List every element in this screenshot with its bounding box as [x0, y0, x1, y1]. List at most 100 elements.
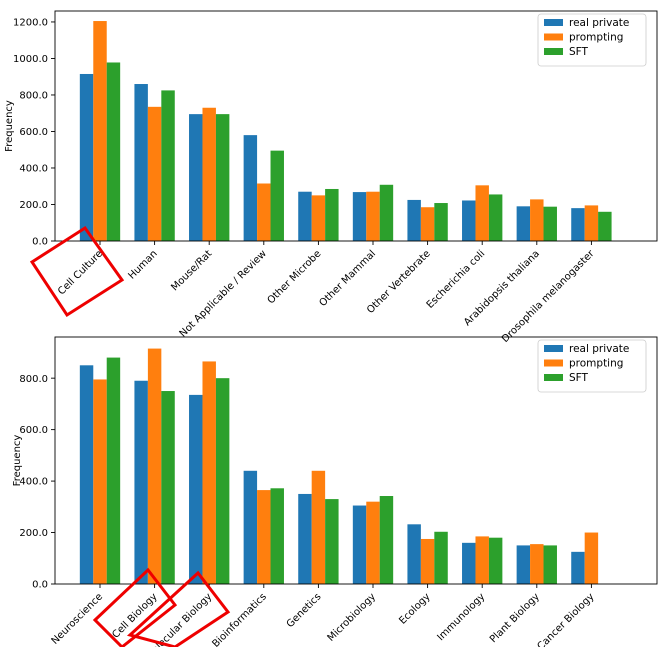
x-tick-label-immunology: Immunology — [435, 591, 487, 643]
highlight-box-cell-culture — [29, 225, 125, 318]
bar-real-private-not-applicable-review — [243, 135, 258, 241]
legend-swatch-real-private — [544, 19, 563, 26]
bar-sft-molecular-biology — [215, 378, 230, 584]
series-real-private — [79, 365, 585, 584]
bar-sft-not-applicable-review — [270, 150, 284, 241]
bar-real-private-other-mammal — [352, 192, 367, 241]
bar-real-private-cell-biology — [134, 380, 148, 584]
bar-real-private-human — [134, 84, 148, 242]
x-tick-label-mouse-rat: Mouse/Rat — [169, 248, 214, 293]
x-tick-label-cancer-biology: Cancer Biology — [535, 591, 596, 647]
x-tick-label-drosophila-melanogaster: Drosophila melanogaster — [500, 248, 597, 345]
bar-prompting-genetics — [311, 470, 326, 584]
bar-prompting-arabidopsis-thaliana — [530, 199, 544, 241]
bar-sft-drosophila-melanogaster — [598, 211, 612, 241]
bar-sft-plant-biology — [543, 545, 557, 584]
legend-box — [537, 13, 647, 67]
plot-frame — [54, 10, 658, 242]
x-tick-label-not-applicable-review: Not Applicable / Review — [178, 248, 269, 339]
legend-swatch-prompting — [544, 33, 563, 41]
bar-prompting-ecology — [420, 538, 435, 584]
legend-label-real-private: real private — [569, 343, 629, 355]
bar-real-private-ecology — [407, 524, 421, 584]
bar-sft-other-mammal — [379, 184, 394, 241]
bar-real-private-arabidopsis-thaliana — [516, 206, 531, 241]
legend-label-prompting: prompting — [569, 32, 623, 44]
chart-1: 0.0 200.0 400.0 600.0 800.0 1000.0 1200.0 Frequ… — [4, 10, 658, 345]
bar-prompting-mouse-rat — [202, 107, 216, 241]
x-tick-label-genetics: Genetics — [285, 591, 324, 630]
bar-prompting-other-mammal — [366, 191, 380, 241]
legend-label-sft: SFT — [569, 46, 589, 58]
bar-real-private-genetics — [298, 493, 312, 584]
bar-prompting-cell-culture — [93, 21, 107, 241]
series-prompting — [93, 21, 599, 241]
y-tick-label: 200.0 — [19, 528, 48, 539]
legend-swatch-prompting — [544, 359, 563, 367]
legend-swatch-real-private — [544, 345, 563, 352]
legend-box — [537, 339, 647, 393]
bar-real-private-bioinformatics — [243, 470, 258, 584]
bars — [79, 21, 612, 242]
highlight-annotations — [92, 567, 231, 647]
series-sft — [106, 357, 557, 584]
bar-real-private-escherichia-coli — [462, 200, 476, 241]
bar-prompting-human — [147, 106, 162, 241]
x-tick-label-escherichia-coli: Escherichia coli — [425, 248, 488, 311]
bar-sft-bioinformatics — [270, 488, 284, 584]
x-tick-label-human: Human — [126, 248, 159, 281]
bar-sft-ecology — [434, 531, 448, 584]
legend-label-real-private: real private — [569, 17, 629, 29]
bar-real-private-cancer-biology — [571, 551, 585, 584]
bar-sft-cell-culture — [106, 62, 121, 242]
legend-label-sft: SFT — [569, 372, 589, 384]
bar-sft-human — [161, 90, 175, 242]
legend: real private prompting SFT — [537, 339, 647, 393]
bar-sft-other-vertebrate — [434, 203, 448, 241]
bar-prompting-bioinformatics — [257, 490, 271, 584]
highlight-annotations — [29, 225, 125, 318]
bar-prompting-cell-biology — [147, 348, 162, 584]
y-tick-label: 1000.0 — [13, 54, 48, 65]
x-tick-label-ecology: Ecology — [397, 591, 432, 626]
bar-prompting-other-vertebrate — [420, 207, 435, 241]
bar-sft-other-microbe — [325, 188, 339, 241]
highlight-box-cell-biology — [92, 567, 178, 647]
bar-real-private-molecular-biology — [189, 394, 203, 584]
legend-label-prompting: prompting — [569, 358, 623, 370]
legend-swatch-sft — [544, 374, 563, 381]
y-tick-label: 800.0 — [19, 91, 48, 102]
bar-real-private-immunology — [462, 542, 476, 584]
bar-real-private-neuroscience — [79, 365, 94, 584]
bar-real-private-cell-culture — [79, 73, 94, 241]
x-tick-label-cell-culture: Cell Culture — [56, 248, 105, 297]
bar-sft-cell-biology — [161, 391, 175, 584]
bars — [79, 348, 599, 584]
y-tick-label: 400.0 — [19, 164, 48, 175]
bar-prompting-drosophila-melanogaster — [584, 205, 599, 241]
bar-sft-immunology — [488, 537, 503, 584]
bar-real-private-other-vertebrate — [407, 199, 421, 241]
bar-prompting-escherichia-coli — [475, 185, 489, 241]
y-tick-label: 600.0 — [19, 425, 48, 436]
bar-prompting-not-applicable-review — [257, 183, 271, 241]
bar-sft-mouse-rat — [215, 114, 230, 241]
bar-sft-arabidopsis-thaliana — [543, 206, 557, 241]
highlight-box-molecular-biology — [126, 570, 231, 647]
bar-prompting-plant-biology — [530, 544, 544, 584]
bar-real-private-other-microbe — [298, 191, 312, 241]
y-tick-label: 0.0 — [32, 580, 48, 591]
y-tick-label: 600.0 — [19, 127, 48, 138]
y-axis: 0.0 200.0 400.0 600.0 800.0 1000.0 1200.0 — [13, 18, 55, 248]
y-axis: 0.0 200.0 400.0 600.0 800.0 — [19, 374, 55, 591]
bar-prompting-cancer-biology — [584, 532, 599, 584]
bar-real-private-mouse-rat — [189, 114, 203, 241]
bar-sft-neuroscience — [106, 357, 121, 584]
y-tick-label: 800.0 — [19, 374, 48, 385]
x-tick-label-plant-biology: Plant Biology — [488, 591, 542, 645]
bar-prompting-molecular-biology — [202, 361, 216, 584]
series-prompting — [93, 348, 599, 584]
series-real-private — [79, 73, 585, 242]
legend-swatch-sft — [544, 48, 563, 55]
